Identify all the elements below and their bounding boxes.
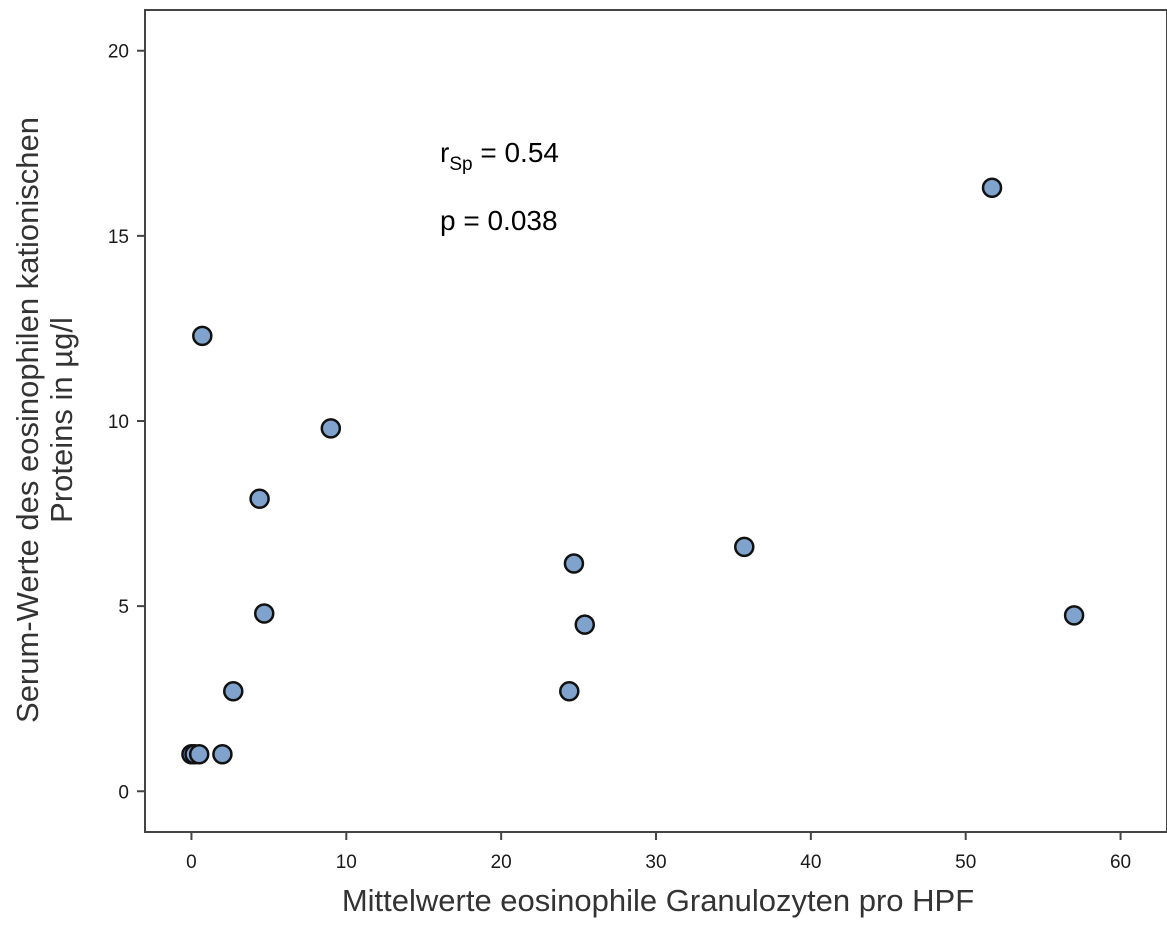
x-tick-label: 30: [645, 852, 666, 873]
data-point: [981, 177, 1003, 198]
y-tick-label: 15: [108, 227, 129, 248]
y-tick-label: 5: [118, 597, 129, 618]
data-point: [559, 681, 580, 702]
x-tick-label: 60: [1110, 852, 1131, 873]
y-axis-ticks: 0 5 10 15 20: [108, 42, 145, 803]
plot-frame: [144, 9, 1167, 833]
data-point: [188, 743, 210, 765]
x-tick-label: 0: [186, 852, 197, 873]
x-tick-label: 40: [800, 852, 821, 873]
x-axis-title: Mittelwerte eosinophile Granulozyten pro…: [342, 883, 974, 918]
y-axis-title-line1: Serum-Werte des eosinophilen kationische…: [10, 117, 45, 723]
y-tick-label: 0: [118, 782, 129, 803]
y-axis-title-line2: Proteins in µg/l: [44, 317, 79, 523]
data-point: [734, 536, 755, 558]
data-points: [181, 177, 1085, 765]
data-point: [249, 488, 270, 510]
y-axis-title: Serum-Werte des eosinophilen kationische…: [10, 117, 79, 723]
data-point: [574, 614, 596, 635]
data-point: [223, 681, 244, 702]
correlation-annotation: rSp = 0.54: [440, 137, 559, 175]
x-tick-label: 10: [336, 852, 357, 873]
p-value-annotation: p = 0.038: [440, 205, 558, 236]
data-point: [563, 553, 585, 574]
data-point: [212, 743, 233, 765]
data-point: [253, 603, 275, 624]
r-subscript: Sp: [449, 154, 472, 175]
y-tick-label: 10: [108, 412, 129, 433]
x-axis-ticks: 0 10 20 30 40 50 60: [186, 832, 1131, 873]
r-symbol: r: [440, 137, 449, 168]
r-value: = 0.54: [473, 137, 559, 168]
data-point: [1063, 605, 1085, 626]
y-tick-label: 20: [108, 42, 129, 63]
x-tick-label: 50: [955, 852, 976, 873]
data-point: [320, 418, 342, 439]
x-tick-label: 20: [491, 852, 512, 873]
data-point: [192, 325, 213, 347]
